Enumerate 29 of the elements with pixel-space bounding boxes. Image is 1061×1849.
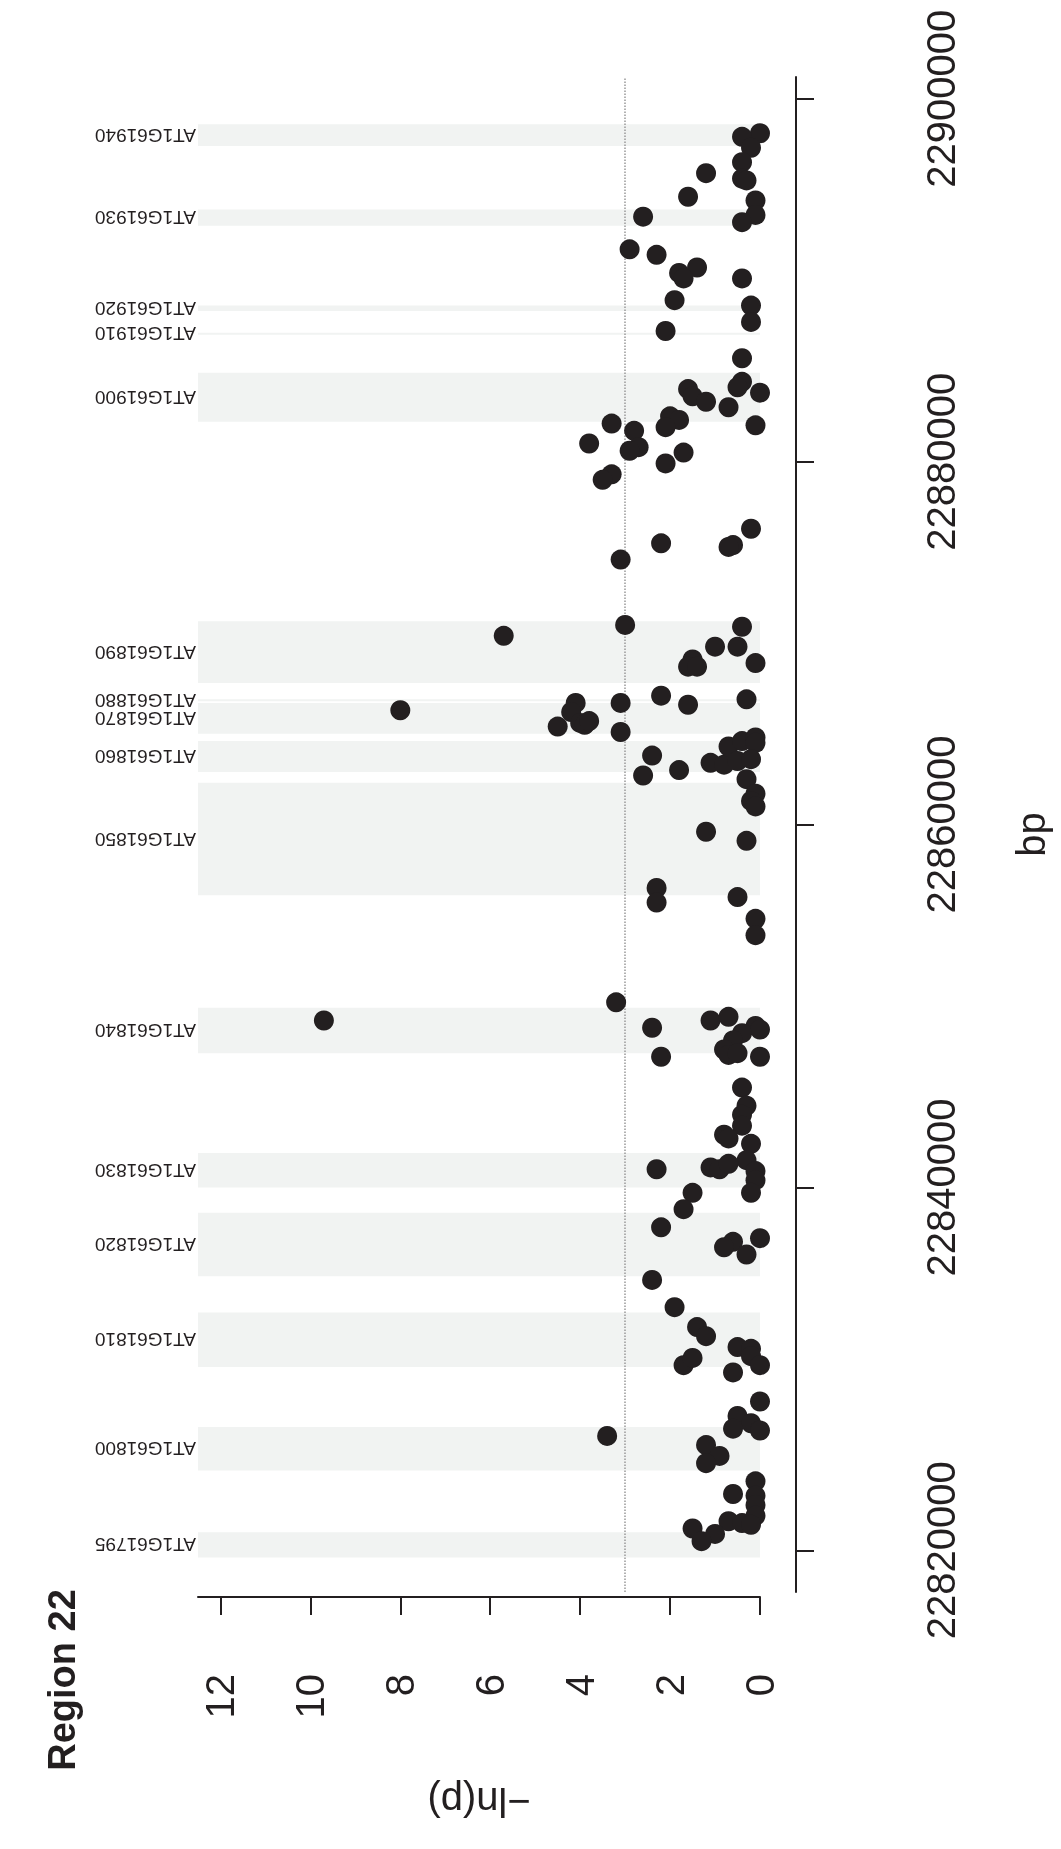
band-label: AT1G61890 (94, 641, 196, 663)
x-tick-label: 8 (378, 1674, 423, 1697)
band-label: AT1G61850 (94, 828, 196, 850)
band-label: AT1G61920 (94, 297, 196, 319)
x-tick-label: 0 (738, 1674, 782, 1697)
y-tick-label: 22880000 (919, 372, 963, 551)
band-label: AT1G61840 (94, 1019, 196, 1041)
text: Region 22 (41, 1589, 83, 1771)
y-tick-label: 22840000 (919, 1098, 963, 1277)
y-tick-label: 22860000 (919, 735, 963, 914)
band-label: AT1G61930 (94, 207, 196, 229)
y-tick-label: 22900000 (919, 9, 963, 188)
x-tick-label: 12 (198, 1674, 243, 1719)
y-axis-title: bp (1009, 812, 1053, 857)
band-label: AT1G61800 (94, 1438, 196, 1460)
band-label: AT1G61830 (94, 1159, 196, 1181)
band-label: AT1G61820 (94, 1234, 196, 1256)
band-label: AT1G61860 (94, 745, 196, 767)
band-label: AT1G61900 (94, 386, 196, 408)
band-label: AT1G61795 (94, 1534, 196, 1556)
band-label: AT1G61940 (94, 124, 196, 146)
x-tick-label: 4 (558, 1674, 603, 1697)
x-axis-title: −ln(p) (427, 1780, 531, 1824)
x-tick-label: 6 (468, 1674, 513, 1697)
band-label: AT1G61910 (94, 323, 196, 345)
x-tick-label: 2 (648, 1674, 693, 1697)
x-tick-label: 10 (288, 1674, 333, 1719)
y-tick-label: 22820000 (919, 1461, 963, 1640)
band-label: AT1G61810 (94, 1329, 196, 1351)
